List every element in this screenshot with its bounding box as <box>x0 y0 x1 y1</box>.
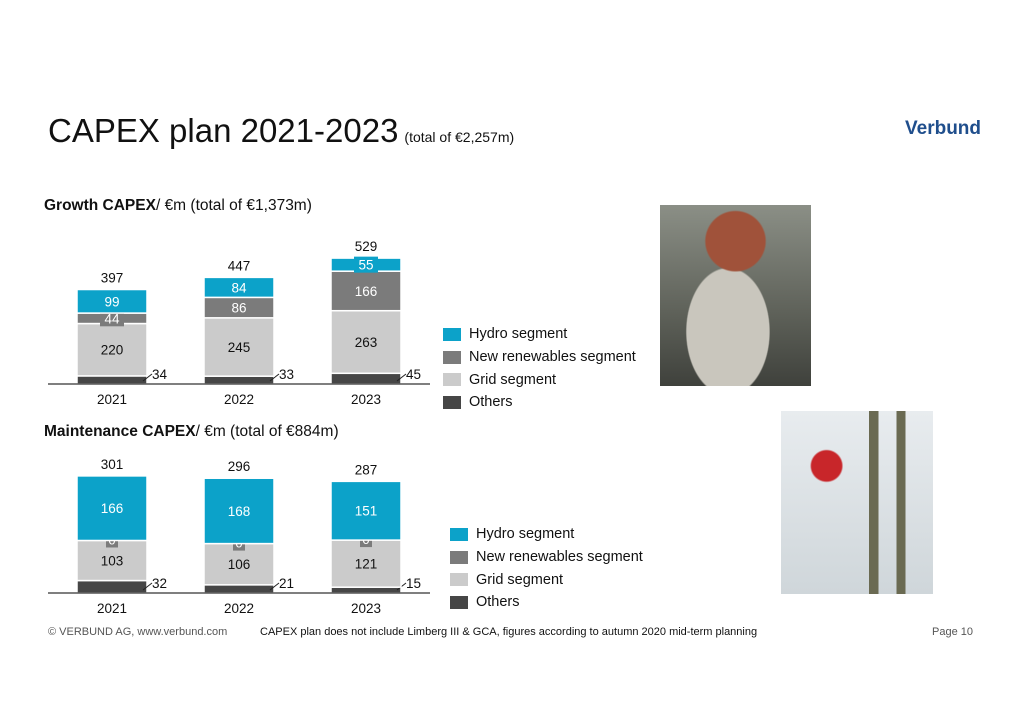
label-others: 32 <box>152 576 167 591</box>
growth-capex-chart: 34 220 44 99 397 2021 33 245 86 84 447 2022 45 263 166… <box>48 239 430 407</box>
legend-hydro: Hydro segment <box>443 323 636 346</box>
label-grid: 220 <box>101 343 124 358</box>
growth-title-bold: Growth CAPEX <box>44 197 156 214</box>
total-label: 397 <box>101 271 124 286</box>
legend-swatch <box>450 550 468 564</box>
legend-hydro: Hydro segment <box>450 523 643 546</box>
total-label: 529 <box>355 239 378 254</box>
x-tick-label: 2022 <box>224 392 254 407</box>
bar-others <box>330 372 402 385</box>
bar-others <box>76 579 148 594</box>
x-tick-label: 2023 <box>351 392 381 407</box>
label-new-renewables: 86 <box>231 301 246 316</box>
page-number: Page 10 <box>932 626 973 638</box>
leader-line <box>269 373 280 382</box>
legend-others: Others <box>450 591 643 614</box>
bar-grid <box>76 322 148 377</box>
growth-title-rest: / €m (total of €1,373m) <box>155 197 312 214</box>
leader-line <box>396 373 407 382</box>
label-others: 21 <box>279 576 294 591</box>
bar-others <box>330 586 402 594</box>
maintenance-capex-chart: 3210301663012021211060168296202215121015… <box>48 457 430 616</box>
legend-others: Others <box>443 391 636 414</box>
legend-new-renewables: New renewables segment <box>450 546 643 569</box>
bar-others <box>203 584 275 594</box>
label-hydro: 99 <box>104 294 119 309</box>
x-tick-label: 2023 <box>351 601 381 616</box>
label-grid: 263 <box>355 335 378 350</box>
label-bg <box>100 310 124 327</box>
footer-note: CAPEX plan does not include Limberg III … <box>260 626 758 638</box>
bar-grid <box>330 309 402 375</box>
bar-hydro <box>203 477 275 545</box>
bar-new-renewables <box>330 270 402 312</box>
label-others: 33 <box>279 367 294 382</box>
x-tick-label: 2021 <box>97 392 127 407</box>
label-bg <box>354 256 378 273</box>
label-hydro: 166 <box>101 501 124 516</box>
title-subtitle: (total of €2,257m) <box>404 129 515 145</box>
leader-line <box>142 582 153 591</box>
label-grid: 121 <box>355 557 378 572</box>
bar-others <box>203 375 275 385</box>
label-hydro: 84 <box>231 280 247 295</box>
x-tick-label: 2021 <box>97 601 127 616</box>
legend-label: Hydro segment <box>469 326 568 343</box>
label-new-renewables: 44 <box>104 311 120 326</box>
label-others: 34 <box>152 367 168 382</box>
label-grid: 103 <box>101 554 124 569</box>
legend-swatch <box>443 373 461 387</box>
title-text: CAPEX plan 2021-2023 <box>48 112 399 149</box>
legend-label: New renewables segment <box>476 549 643 566</box>
total-label: 447 <box>228 258 251 273</box>
legend-grid: Grid segment <box>450 568 643 591</box>
legend-label: Others <box>476 594 520 611</box>
page-title: CAPEX plan 2021-2023 (total of €2,257m) <box>48 112 514 150</box>
climber-photo <box>781 411 933 594</box>
bar-hydro <box>203 276 275 299</box>
legend-swatch <box>443 395 461 409</box>
maintenance-legend: Hydro segment New renewables segment Gri… <box>450 523 643 614</box>
label-others: 45 <box>406 367 421 382</box>
legend-swatch <box>443 350 461 364</box>
label-new-renewables: 166 <box>355 284 378 299</box>
bar-others <box>76 375 148 385</box>
growth-legend: Hydro segment New renewables segment Gri… <box>443 323 636 414</box>
total-label: 301 <box>101 457 124 472</box>
legend-label: New renewables segment <box>469 349 636 366</box>
legend-new-renewables: New renewables segment <box>443 346 636 369</box>
x-tick-label: 2022 <box>224 601 254 616</box>
turbine-photo <box>660 205 811 386</box>
growth-chart-title: Growth CAPEX/ €m (total of €1,373m) <box>44 197 312 215</box>
label-others: 15 <box>406 576 421 591</box>
verbund-logo: Verbund <box>905 118 982 139</box>
legend-swatch <box>450 527 468 541</box>
footer-copyright: © VERBUND AG, www.verbund.com <box>48 626 228 638</box>
bar-hydro <box>76 475 148 542</box>
leader-line <box>142 373 153 382</box>
total-label: 296 <box>228 459 251 474</box>
label-grid: 245 <box>228 340 251 355</box>
label-grid: 106 <box>228 557 251 572</box>
maint-title-rest: / €m (total of €884m) <box>195 423 339 440</box>
legend-swatch <box>450 595 468 609</box>
legend-label: Hydro segment <box>476 526 575 543</box>
leader-line <box>269 582 280 591</box>
label-hydro: 55 <box>358 258 373 273</box>
maint-title-bold: Maintenance CAPEX <box>44 423 196 440</box>
legend-label: Grid segment <box>469 371 557 388</box>
bar-hydro <box>330 480 402 541</box>
legend-swatch <box>450 573 468 587</box>
total-label: 287 <box>355 462 378 477</box>
maintenance-chart-title: Maintenance CAPEX/ €m (total of €884m) <box>44 423 339 441</box>
legend-swatch <box>443 327 461 341</box>
legend-label: Grid segment <box>476 571 564 588</box>
bar-hydro <box>76 288 148 314</box>
legend-label: Others <box>469 394 513 411</box>
label-hydro: 151 <box>355 504 378 519</box>
label-hydro: 168 <box>228 504 251 519</box>
legend-grid: Grid segment <box>443 368 636 391</box>
